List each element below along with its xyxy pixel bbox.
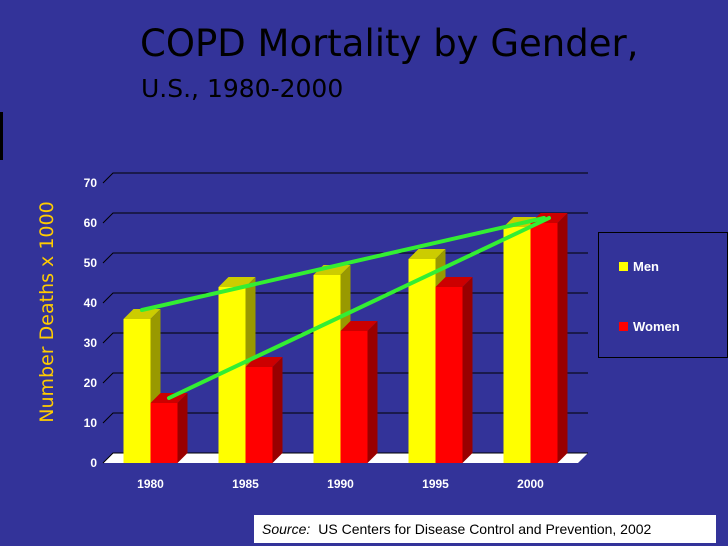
source-text: US Centers for Disease Control and Preve… <box>318 521 652 537</box>
y-tick-label: 10 <box>84 416 98 430</box>
legend-item-women: Women <box>619 319 680 334</box>
bar-top-men-1995 <box>408 249 446 259</box>
source-note: Source: US Centers for Disease Control an… <box>254 515 716 543</box>
bar-side-women-1980 <box>177 393 188 463</box>
bar-top-men-1980 <box>123 309 161 319</box>
bar-men-1990 <box>313 275 341 463</box>
slide-edge-mark <box>0 112 3 160</box>
legend-label-women: Women <box>633 319 680 334</box>
x-tick-label: 1995 <box>422 477 449 491</box>
y-tick-label: 30 <box>84 336 98 350</box>
slide-title: COPD Mortality by Gender, <box>140 22 639 65</box>
bar-side-women-1990 <box>367 321 378 463</box>
bar-men-1985 <box>218 287 246 463</box>
gridline <box>102 172 588 184</box>
bar-men-1995 <box>408 259 436 463</box>
bar-men-2000 <box>503 227 531 463</box>
trend-line-women <box>167 216 551 400</box>
bar-side-women-1985 <box>272 357 283 463</box>
bar-women-1980 <box>150 403 178 463</box>
y-tick-label: 60 <box>84 216 98 230</box>
bar-women-1985 <box>245 367 273 463</box>
legend-label-men: Men <box>633 259 659 274</box>
legend-swatch-women <box>619 322 628 331</box>
legend-item-men: Men <box>619 259 659 274</box>
y-tick-label: 70 <box>84 176 98 190</box>
bar-women-1995 <box>435 287 463 463</box>
y-tick-label: 40 <box>84 296 98 310</box>
chart-legend: Men Women <box>598 232 728 358</box>
bar-women-2000 <box>530 223 558 463</box>
x-tick-label: 1980 <box>137 477 164 491</box>
bar-men-1980 <box>123 319 151 463</box>
x-tick-label: 1990 <box>327 477 354 491</box>
x-tick-label: 1985 <box>232 477 259 491</box>
y-tick-label: 20 <box>84 376 98 390</box>
bar-top-women-1990 <box>340 321 378 331</box>
bar-top-women-1995 <box>435 277 473 287</box>
slide-subtitle: U.S., 1980-2000 <box>141 74 344 103</box>
bar-women-1990 <box>340 331 368 463</box>
y-tick-label: 0 <box>90 456 97 470</box>
y-tick-label: 50 <box>84 256 98 270</box>
bar-side-women-2000 <box>557 213 568 463</box>
gridline <box>102 212 588 224</box>
x-tick-label: 2000 <box>517 477 544 491</box>
legend-swatch-men <box>619 262 628 271</box>
trend-line-men <box>140 216 546 312</box>
source-label: Source: <box>262 521 311 537</box>
bar-side-women-1995 <box>462 277 473 463</box>
